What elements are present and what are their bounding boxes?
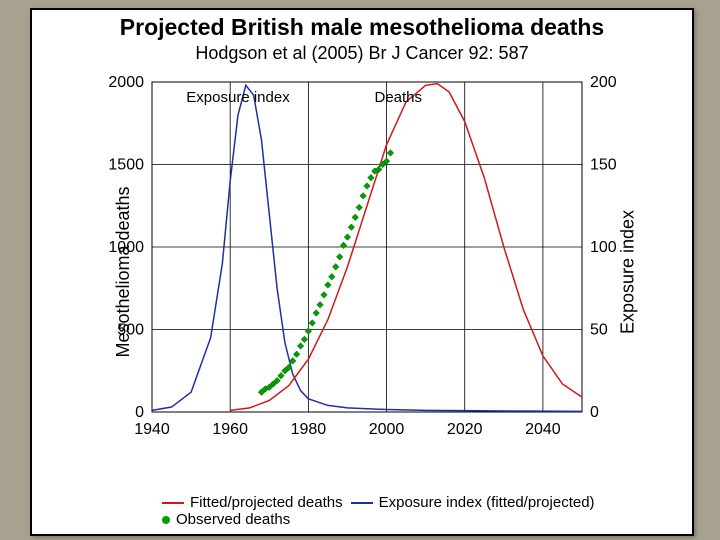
svg-text:1960: 1960 [212,421,248,438]
chart-svg: 0 500 1000 1500 2000 0 50 100 150 200 1940 1960 1980… [92,72,632,452]
legend-label-observed: Observed deaths [176,511,290,528]
legend-label-exposure: Exposure index (fitted/projected) [379,494,595,511]
svg-text:Exposure index: Exposure index [186,89,290,106]
svg-text:0: 0 [135,404,144,421]
svg-text:2000: 2000 [369,421,405,438]
svg-text:100: 100 [590,239,617,256]
svg-text:1000: 1000 [108,239,144,256]
svg-text:2020: 2020 [447,421,483,438]
legend-item-fitted: Fitted/projected deaths [162,494,343,511]
svg-text:500: 500 [117,322,144,339]
svg-text:2000: 2000 [108,74,144,91]
svg-text:150: 150 [590,157,617,174]
legend-swatch-observed [162,516,170,524]
svg-text:50: 50 [590,322,608,339]
legend: Fitted/projected deaths Exposure index (… [162,494,642,528]
legend-label-fitted: Fitted/projected deaths [190,494,343,511]
chart-card: Projected British male mesothelioma deat… [30,8,694,536]
svg-text:0: 0 [590,404,599,421]
svg-text:1980: 1980 [291,421,327,438]
legend-swatch-fitted [162,502,184,504]
svg-text:1500: 1500 [108,157,144,174]
plot-area: Mesothelioma deaths Exposure index 05001… [32,72,692,472]
svg-text:Deaths: Deaths [375,89,423,106]
legend-item-observed: Observed deaths [162,511,290,528]
chart-title: Projected British male mesothelioma deat… [32,14,692,41]
legend-swatch-exposure [351,502,373,504]
chart-subtitle: Hodgson et al (2005) Br J Cancer 92: 587 [32,43,692,64]
svg-text:1940: 1940 [134,421,170,438]
svg-text:200: 200 [590,74,617,91]
svg-text:2040: 2040 [525,421,561,438]
legend-item-exposure: Exposure index (fitted/projected) [351,494,595,511]
